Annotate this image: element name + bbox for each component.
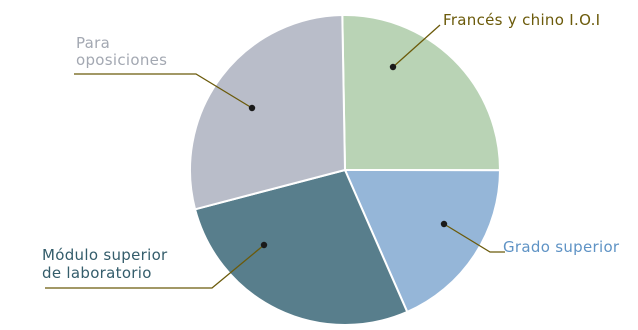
slice-label-grado-superior: Grado superior xyxy=(503,238,620,256)
pie-slice-modulo-superior-de-laboratorio xyxy=(193,168,409,326)
slice-marker-modulo-superior-de-laboratorio xyxy=(260,241,268,249)
pie-slices xyxy=(189,14,502,326)
slice-label-line: Grado superior xyxy=(503,238,620,256)
slice-marker-frances-y-chino-i-o-i xyxy=(389,63,397,71)
slice-marker-grado-superior xyxy=(440,220,448,228)
leader-line-modulo-superior-de-laboratorio xyxy=(45,244,265,289)
pie-slice-frances-y-chino-i-o-i xyxy=(341,14,502,172)
slice-marker-para-oposiciones xyxy=(248,104,256,112)
slice-labels: Francés y chino I.O.I Grado superior Módul… xyxy=(42,11,620,282)
slice-label-line: oposiciones xyxy=(76,51,167,69)
pie-slice-para-oposiciones xyxy=(189,14,347,211)
slice-label-line: Francés y chino I.O.I xyxy=(443,11,600,29)
slice-label-frances-y-chino-i-o-i: Francés y chino I.O.I xyxy=(443,11,600,29)
leader-lines xyxy=(45,24,505,289)
slice-label-line: de laboratorio xyxy=(42,264,152,282)
leader-line-grado-superior xyxy=(443,223,505,253)
leader-line-frances-y-chino-i-o-i xyxy=(392,24,441,68)
pie-slice-grado-superior xyxy=(343,168,502,314)
slice-label-para-oposiciones: Para oposiciones xyxy=(76,34,167,69)
leader-line-para-oposiciones xyxy=(74,73,253,109)
slice-label-line: Para xyxy=(76,34,110,52)
slice-label-modulo-superior-de-laboratorio: Módulo superior de laboratorio xyxy=(42,246,168,282)
slice-label-line: Módulo superior xyxy=(42,246,168,264)
